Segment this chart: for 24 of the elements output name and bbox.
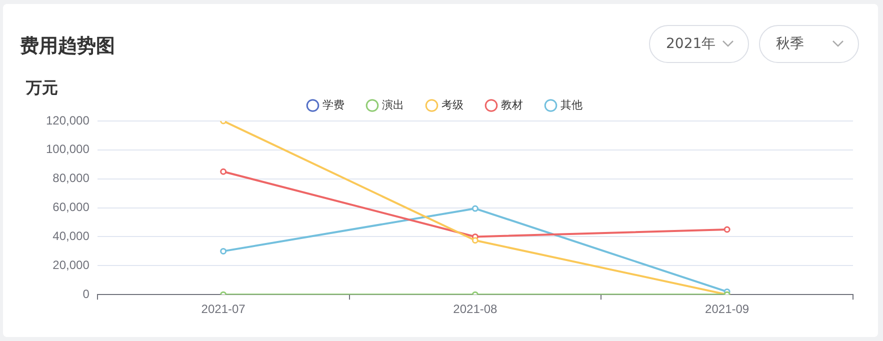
y-tick-label: 20,000 bbox=[52, 258, 90, 272]
point bbox=[724, 226, 730, 233]
y-tick-label: 120,000 bbox=[46, 113, 90, 128]
x-tick-label: 2021-08 bbox=[453, 302, 498, 316]
legend-label: 教材 bbox=[500, 98, 523, 112]
point bbox=[220, 168, 227, 175]
point bbox=[472, 205, 478, 212]
y-tick-label: 60,000 bbox=[52, 200, 90, 214]
y-tick-label: 80,000 bbox=[52, 171, 90, 186]
point bbox=[220, 248, 227, 254]
legend-label: 其他 bbox=[560, 98, 582, 112]
y-tick-label: 40,000 bbox=[52, 229, 90, 244]
legend-label: 学费 bbox=[322, 98, 344, 112]
y-tick-label: 0 bbox=[82, 286, 90, 301]
point bbox=[472, 237, 478, 244]
x-tick-label: 2021-07 bbox=[201, 302, 246, 316]
dropdown-field: 2021年 bbox=[649, 25, 749, 63]
x-tick-label: 2021-09 bbox=[705, 302, 750, 316]
y-axis-title: 万元 bbox=[26, 78, 58, 99]
chart-title: 费用趋势图 bbox=[20, 34, 115, 59]
y-tick-label: 100,000 bbox=[46, 142, 90, 156]
legend-label: 考级 bbox=[441, 98, 464, 112]
legend-label: 演出 bbox=[382, 98, 404, 112]
dropdown-field: 秋季 bbox=[759, 25, 859, 63]
